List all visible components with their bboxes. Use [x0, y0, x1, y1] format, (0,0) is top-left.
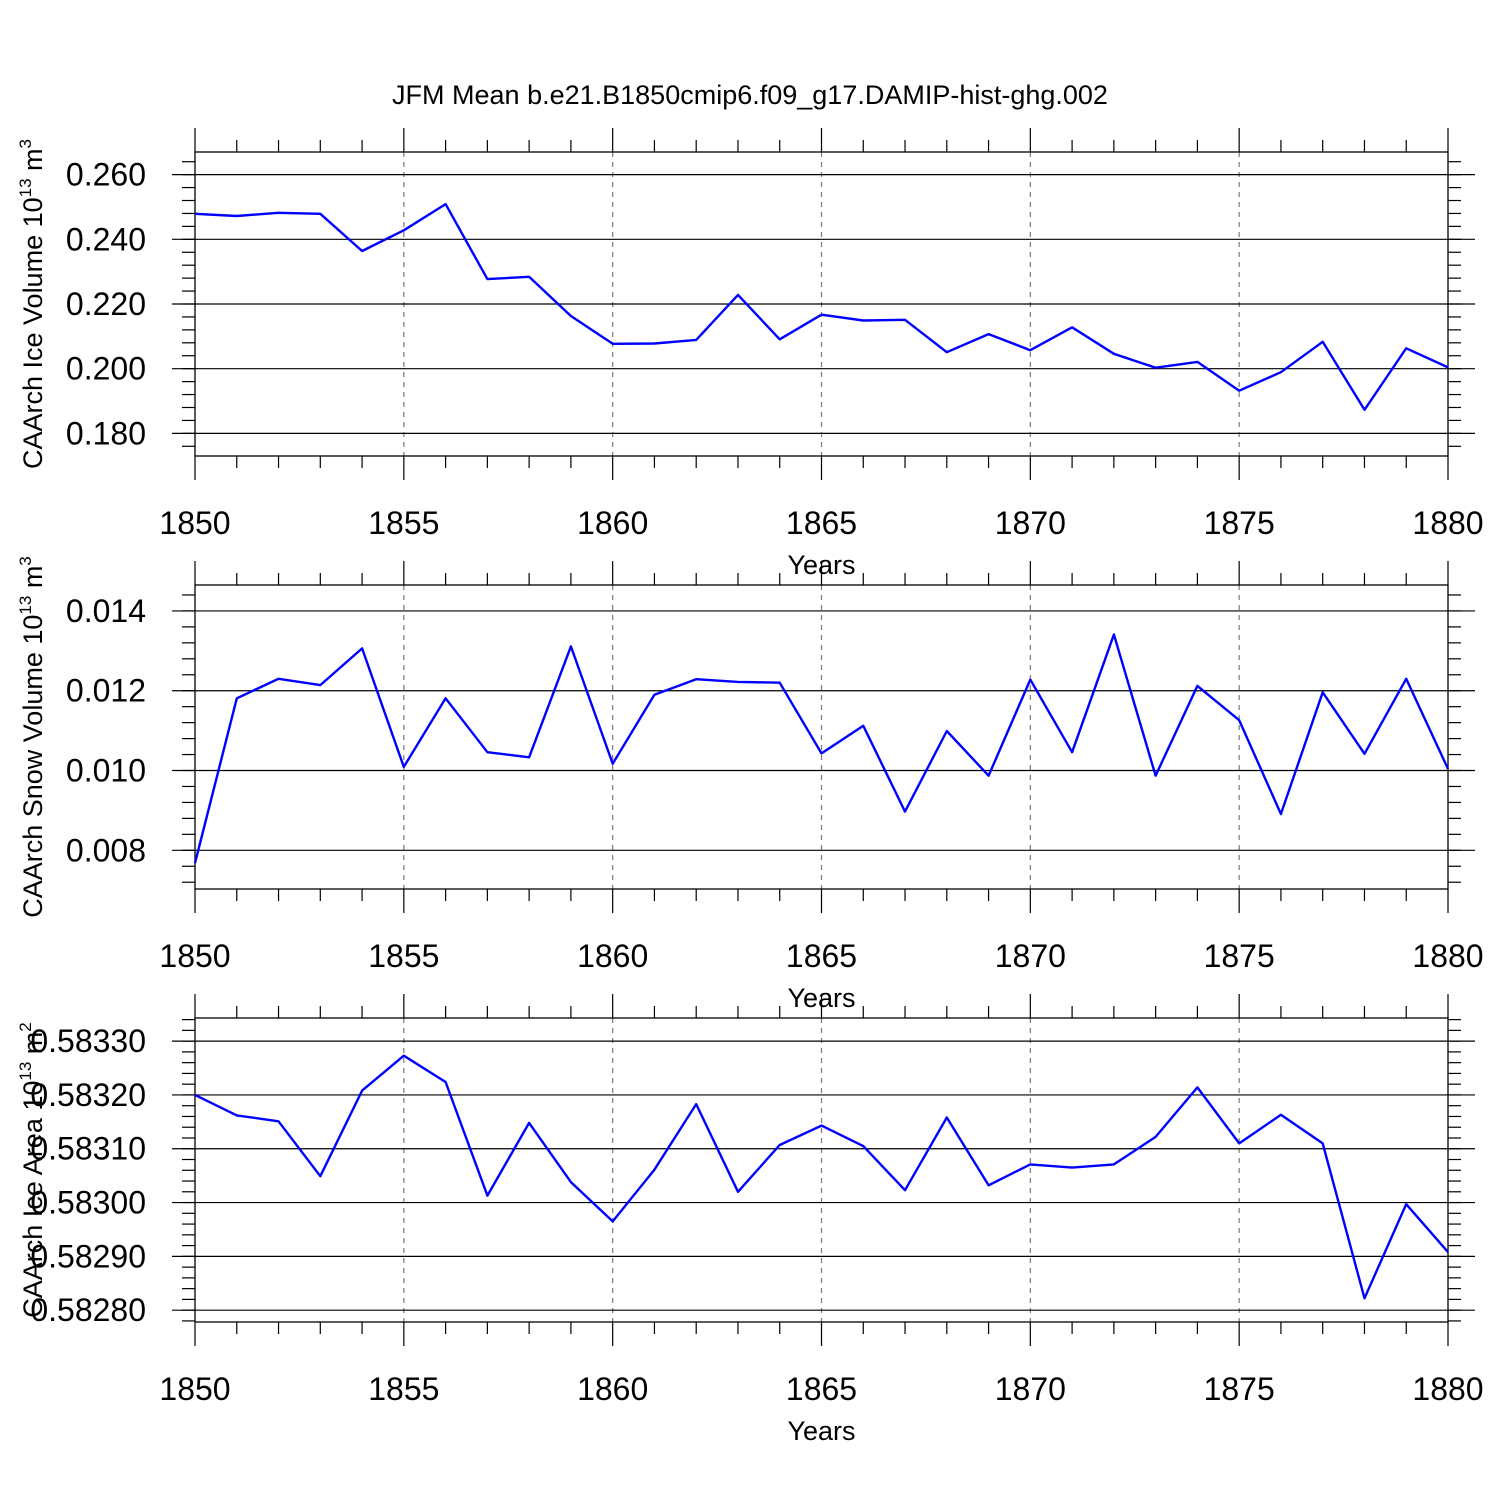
- y-axis-label: CAArch Ice Volume 1013 m3: [16, 139, 48, 469]
- y-tick-label: 0.014: [66, 593, 146, 629]
- x-tick-label: 1855: [368, 1371, 439, 1407]
- y-tick-label: 0.220: [66, 286, 146, 322]
- x-tick-label: 1875: [1204, 505, 1275, 541]
- x-tick-label: 1870: [995, 505, 1066, 541]
- figure-title: JFM Mean b.e21.B1850cmip6.f09_g17.DAMIP-…: [392, 80, 1108, 110]
- y-tick-label: 0.260: [66, 157, 146, 193]
- x-tick-label: 1865: [786, 938, 857, 974]
- y-axis-label: CAArch Ice Area 1013 m2: [16, 1022, 48, 1318]
- y-tick-label: 0.58320: [30, 1077, 146, 1113]
- x-tick-label: 1850: [159, 505, 230, 541]
- data-series-line: [194, 202, 1449, 411]
- x-tick-label: 1855: [368, 505, 439, 541]
- x-axis-label: Years: [787, 1416, 855, 1446]
- data-series-line: [194, 1054, 1449, 1300]
- y-tick-label: 0.240: [66, 221, 146, 257]
- x-tick-label: 1850: [159, 938, 230, 974]
- x-tick-label: 1870: [995, 1371, 1066, 1407]
- plot-frame: [194, 584, 1449, 890]
- x-tick-label: 1875: [1204, 1371, 1275, 1407]
- y-tick-label: 0.58310: [30, 1131, 146, 1167]
- plot-frame: [194, 1017, 1449, 1323]
- y-tick-label: 0.58330: [30, 1023, 146, 1059]
- y-tick-label: 0.180: [66, 415, 146, 451]
- chart-panel-3: 0.58280 0.58290 0.58300 0.58310 0.58320 0.583…: [16, 994, 1484, 1446]
- panels: 0.180 0.200 0.220 0.240 0.260 1850 1855 1860 186…: [16, 128, 1484, 1446]
- x-tick-label: 1880: [1412, 1371, 1483, 1407]
- y-tick-label: 0.58300: [30, 1185, 146, 1221]
- y-tick-label: 0.012: [66, 673, 146, 709]
- x-tick-label: 1855: [368, 938, 439, 974]
- y-tick-label: 0.200: [66, 351, 146, 387]
- y-tick-label: 0.58280: [30, 1292, 146, 1328]
- data-series-line: [193, 633, 1450, 864]
- x-tick-label: 1850: [159, 1371, 230, 1407]
- x-tick-label: 1870: [995, 938, 1066, 974]
- y-tick-label: 0.008: [66, 832, 146, 868]
- chart-panel-2: 0.008 0.010 0.012 0.014 1850 1855 1860 1865 1870…: [16, 556, 1484, 1013]
- x-tick-label: 1860: [577, 938, 648, 974]
- x-tick-label: 1865: [786, 1371, 857, 1407]
- y-axis-label: CAArch Snow Volume 1013 m3: [16, 556, 48, 918]
- x-tick-label: 1875: [1204, 938, 1275, 974]
- y-tick-label: 0.010: [66, 753, 146, 789]
- x-tick-label: 1865: [786, 505, 857, 541]
- x-tick-label: 1880: [1412, 505, 1483, 541]
- plot-frame: [194, 151, 1449, 457]
- x-tick-label: 1880: [1412, 938, 1483, 974]
- x-tick-label: 1860: [577, 505, 648, 541]
- chart-panel-1: 0.180 0.200 0.220 0.240 0.260 1850 1855 1860 186…: [16, 128, 1484, 580]
- y-tick-label: 0.58290: [30, 1238, 146, 1274]
- x-tick-label: 1860: [577, 1371, 648, 1407]
